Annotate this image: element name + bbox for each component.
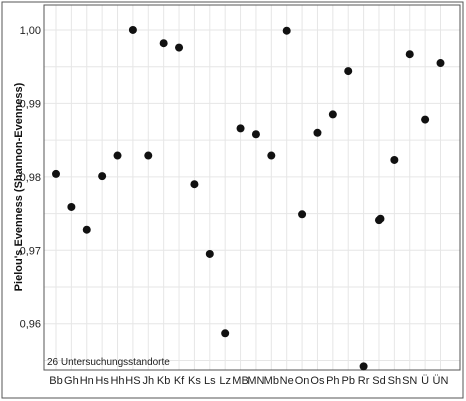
x-tick-label: Jh (142, 375, 154, 387)
x-tick-label: Kb (157, 375, 170, 387)
x-tick-label: Mb (264, 375, 279, 387)
data-point (267, 151, 276, 160)
x-tick-label: Os (310, 375, 325, 387)
x-tick-label: Ph (326, 375, 339, 387)
x-tick-label: Kf (174, 375, 185, 387)
x-tick-label: ÜN (433, 375, 449, 387)
x-tick-label: Sh (388, 375, 401, 387)
x-tick-label: Ne (280, 375, 294, 387)
data-point (436, 59, 445, 68)
y-tick-labels: 0,96 0,97 0,98 0,99 1,00 (20, 25, 41, 331)
x-tick-label: Rr (358, 375, 370, 387)
x-tick-label: Ks (188, 375, 201, 387)
x-tick-label: Pb (341, 375, 354, 387)
x-tick-label: Hn (80, 375, 94, 387)
data-point (313, 128, 322, 137)
x-tick-label: Gh (64, 375, 79, 387)
x-tick-label: Hh (110, 375, 124, 387)
data-point (421, 115, 430, 124)
data-point (298, 210, 307, 219)
x-tick-label: Ls (204, 375, 216, 387)
y-tick-label: 0,99 (20, 98, 41, 110)
data-point (328, 110, 337, 119)
data-point (205, 249, 214, 258)
data-point (159, 39, 168, 48)
x-tick-label: MN (247, 375, 264, 387)
data-point (52, 169, 60, 178)
data-point (359, 362, 368, 371)
data-point (144, 151, 153, 160)
x-tick-label: SN (402, 375, 417, 387)
data-point (344, 67, 353, 76)
x-tick-label: HS (125, 375, 140, 387)
y-tick-label: 0,96 (20, 319, 41, 331)
x-tick-label: Ü (421, 375, 429, 387)
data-point (282, 26, 291, 35)
data-points (52, 25, 445, 371)
x-tick-label: Hs (95, 375, 109, 387)
data-point (236, 124, 245, 133)
y-tick-label: 1,00 (20, 25, 41, 37)
y-axis-label: Pielou's Evenness (Shannon-Evenness) (13, 82, 25, 291)
data-point (376, 214, 385, 223)
data-point (175, 43, 184, 52)
data-point (251, 130, 260, 139)
x-tick-label: On (295, 375, 310, 387)
data-point (113, 151, 122, 160)
x-tick-label: Lz (219, 375, 231, 387)
x-tick-label: Bb (49, 375, 62, 387)
y-tick-label: 0,98 (20, 172, 41, 184)
data-point (221, 329, 230, 338)
data-point (128, 25, 137, 34)
data-point (405, 50, 414, 59)
data-point (98, 172, 107, 181)
plot-panel-border (43, 4, 461, 371)
x-tick-label: MB (232, 375, 249, 387)
y-tick-label: 0,97 (20, 245, 41, 257)
x-tick-label: Sd (372, 375, 385, 387)
data-point (190, 180, 199, 189)
data-point (82, 225, 91, 234)
data-point (67, 202, 76, 211)
data-point (390, 155, 399, 164)
sites-note: 26 Untersuchungsstandorte (47, 357, 170, 368)
